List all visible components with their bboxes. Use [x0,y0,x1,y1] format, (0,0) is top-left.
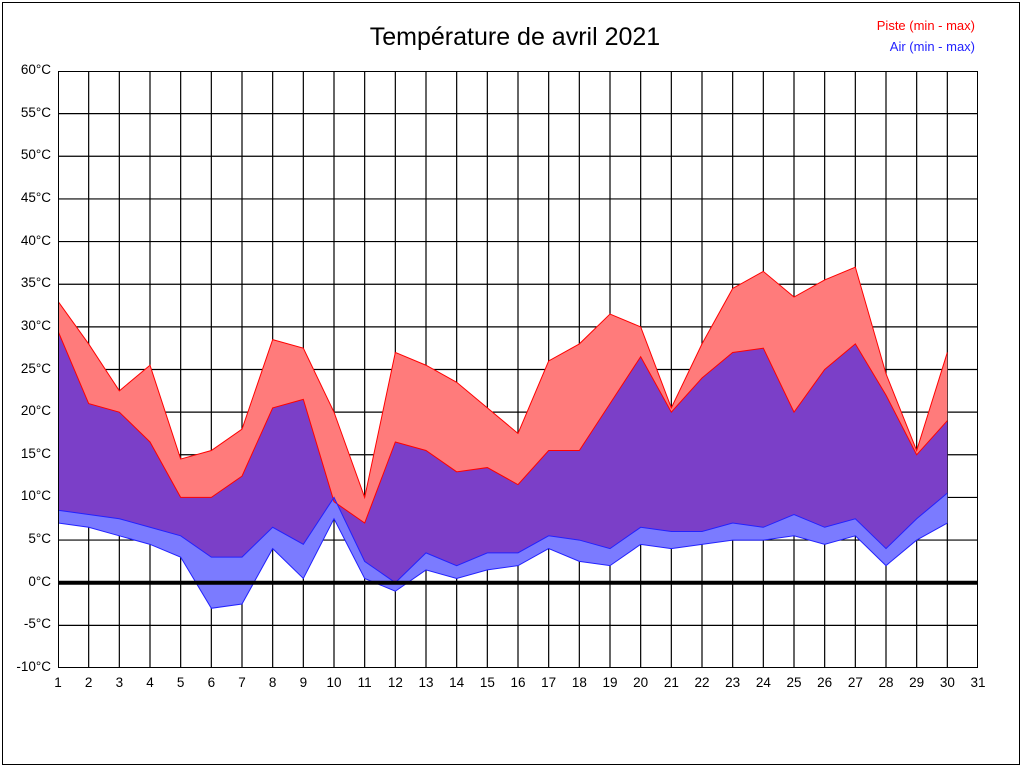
y-axis-tick-label: 20°C [20,403,51,419]
temperature-area-chart [58,71,978,668]
legend: Piste (min - max) Air (min - max) [877,15,975,57]
band-outlines [58,266,948,609]
x-axis-tick-label: 8 [268,675,277,690]
y-axis-tick-label: 10°C [20,488,51,504]
page-title: Température de avril 2021 [369,23,661,51]
x-axis-tick-label: 2 [84,675,93,690]
x-axis-tick-label: 16 [510,675,526,690]
y-axis-tick-label: 5°C [28,531,51,547]
x-axis-tick-label: 6 [207,675,216,690]
x-axis-tick-label: 14 [449,675,465,690]
y-axis-tick-label: 15°C [20,445,51,461]
piste-min-line [58,330,948,524]
x-axis-tick-label: 7 [238,675,246,690]
y-axis-tick-label: 25°C [20,360,51,376]
x-axis-tick-label: 19 [602,675,618,690]
piste-band [58,267,948,524]
x-axis-tick-label: 27 [847,675,863,690]
x-axis-tick-label: 17 [541,675,557,690]
x-axis-tick-label: 12 [387,675,403,690]
x-axis-tick-label: 30 [939,675,955,690]
x-axis-tick-label: 18 [571,675,587,690]
x-axis-tick-label: 29 [909,675,925,690]
x-axis-tick-label: 5 [176,675,185,690]
y-axis-tick-label: 60°C [20,62,51,77]
x-axis-tick-label: 1 [54,675,62,690]
x-axis-tick-label: 25 [786,675,802,690]
x-axis-tick-label: 15 [479,675,495,690]
y-axis-tick-label: 45°C [20,189,51,205]
data-bands [58,267,948,609]
x-axis-tick-label: 24 [755,675,771,690]
y-axis-tick-label: -5°C [23,616,51,632]
overlap-band [58,331,948,583]
y-axis-tick-label: 55°C [20,104,51,120]
y-axis-tick-label: 30°C [20,317,51,333]
air-max-line [58,492,948,584]
x-axis-tick-label: 10 [326,675,342,690]
x-axis-tick-label: 23 [725,675,741,690]
x-axis-tick-label: 20 [633,675,649,690]
legend-item-piste: Piste (min - max) [876,18,975,33]
y-axis-tick-label: 40°C [20,232,51,248]
y-axis-tick-label: -10°C [16,659,51,674]
x-axis-tick-label: 31 [970,675,986,690]
x-axis-tick-label: 26 [817,675,833,690]
legend-item-air: Air (min - max) [889,39,975,54]
y-axis-tick-label: 50°C [20,147,51,163]
x-axis-tick-label: 28 [878,675,894,690]
plot-area [58,71,978,668]
x-axis-tick-label: 13 [418,675,434,690]
air-min-line [58,517,948,609]
y-axis-tick-label: 35°C [20,275,51,291]
x-axis-tick-label: 4 [146,675,154,690]
x-axis-tick-label: 22 [694,675,710,690]
y-axis-tick-label: 0°C [28,573,51,589]
x-axis-tick-label: 11 [357,675,372,690]
x-axis-tick-label: 3 [115,675,124,690]
x-axis-tick-label: 9 [299,675,308,690]
x-axis-tick-label: 21 [663,675,679,690]
piste-max-line [58,266,948,500]
